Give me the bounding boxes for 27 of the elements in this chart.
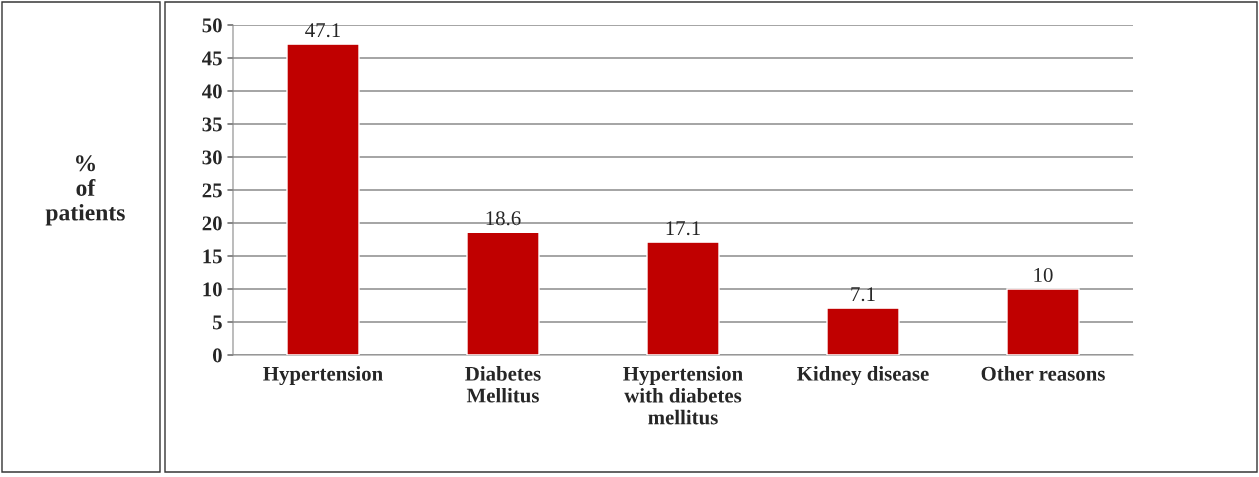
y-tick-label: 35: [202, 117, 222, 132]
bar: [826, 307, 900, 355]
x-tick-label: Hypertension with diabetes mellitus: [623, 366, 743, 425]
x-tick-label: Other reasons: [981, 366, 1105, 381]
y-tick-label: 45: [202, 51, 222, 66]
data-label: 47.1: [305, 23, 340, 38]
y-tick-label: 20: [202, 216, 222, 231]
bar: [286, 43, 360, 355]
y-tick-label: 5: [213, 315, 222, 330]
bar: [646, 241, 720, 355]
bar: [1006, 288, 1080, 355]
data-label: 18.6: [486, 211, 521, 226]
y-tick-label: 10: [203, 282, 222, 297]
x-tick-label: Kidney disease: [797, 366, 929, 386]
x-tick-label: Diabetes Mellitus: [465, 366, 541, 403]
bar: [466, 231, 540, 355]
y-tick-label: 30: [202, 150, 222, 165]
y-axis-title: % of patients: [45, 155, 125, 226]
data-label: 17.1: [666, 221, 700, 236]
x-tick-label: Hypertension: [263, 366, 383, 386]
data-label: 10: [1034, 267, 1053, 282]
data-label: 7.1: [851, 287, 875, 302]
y-tick-label: 50: [202, 18, 222, 33]
y-tick-label: 25: [202, 183, 222, 198]
y-tick-label: 15: [203, 249, 222, 264]
y-tick-label: 0: [212, 348, 222, 363]
y-tick-label: 40: [202, 84, 222, 99]
